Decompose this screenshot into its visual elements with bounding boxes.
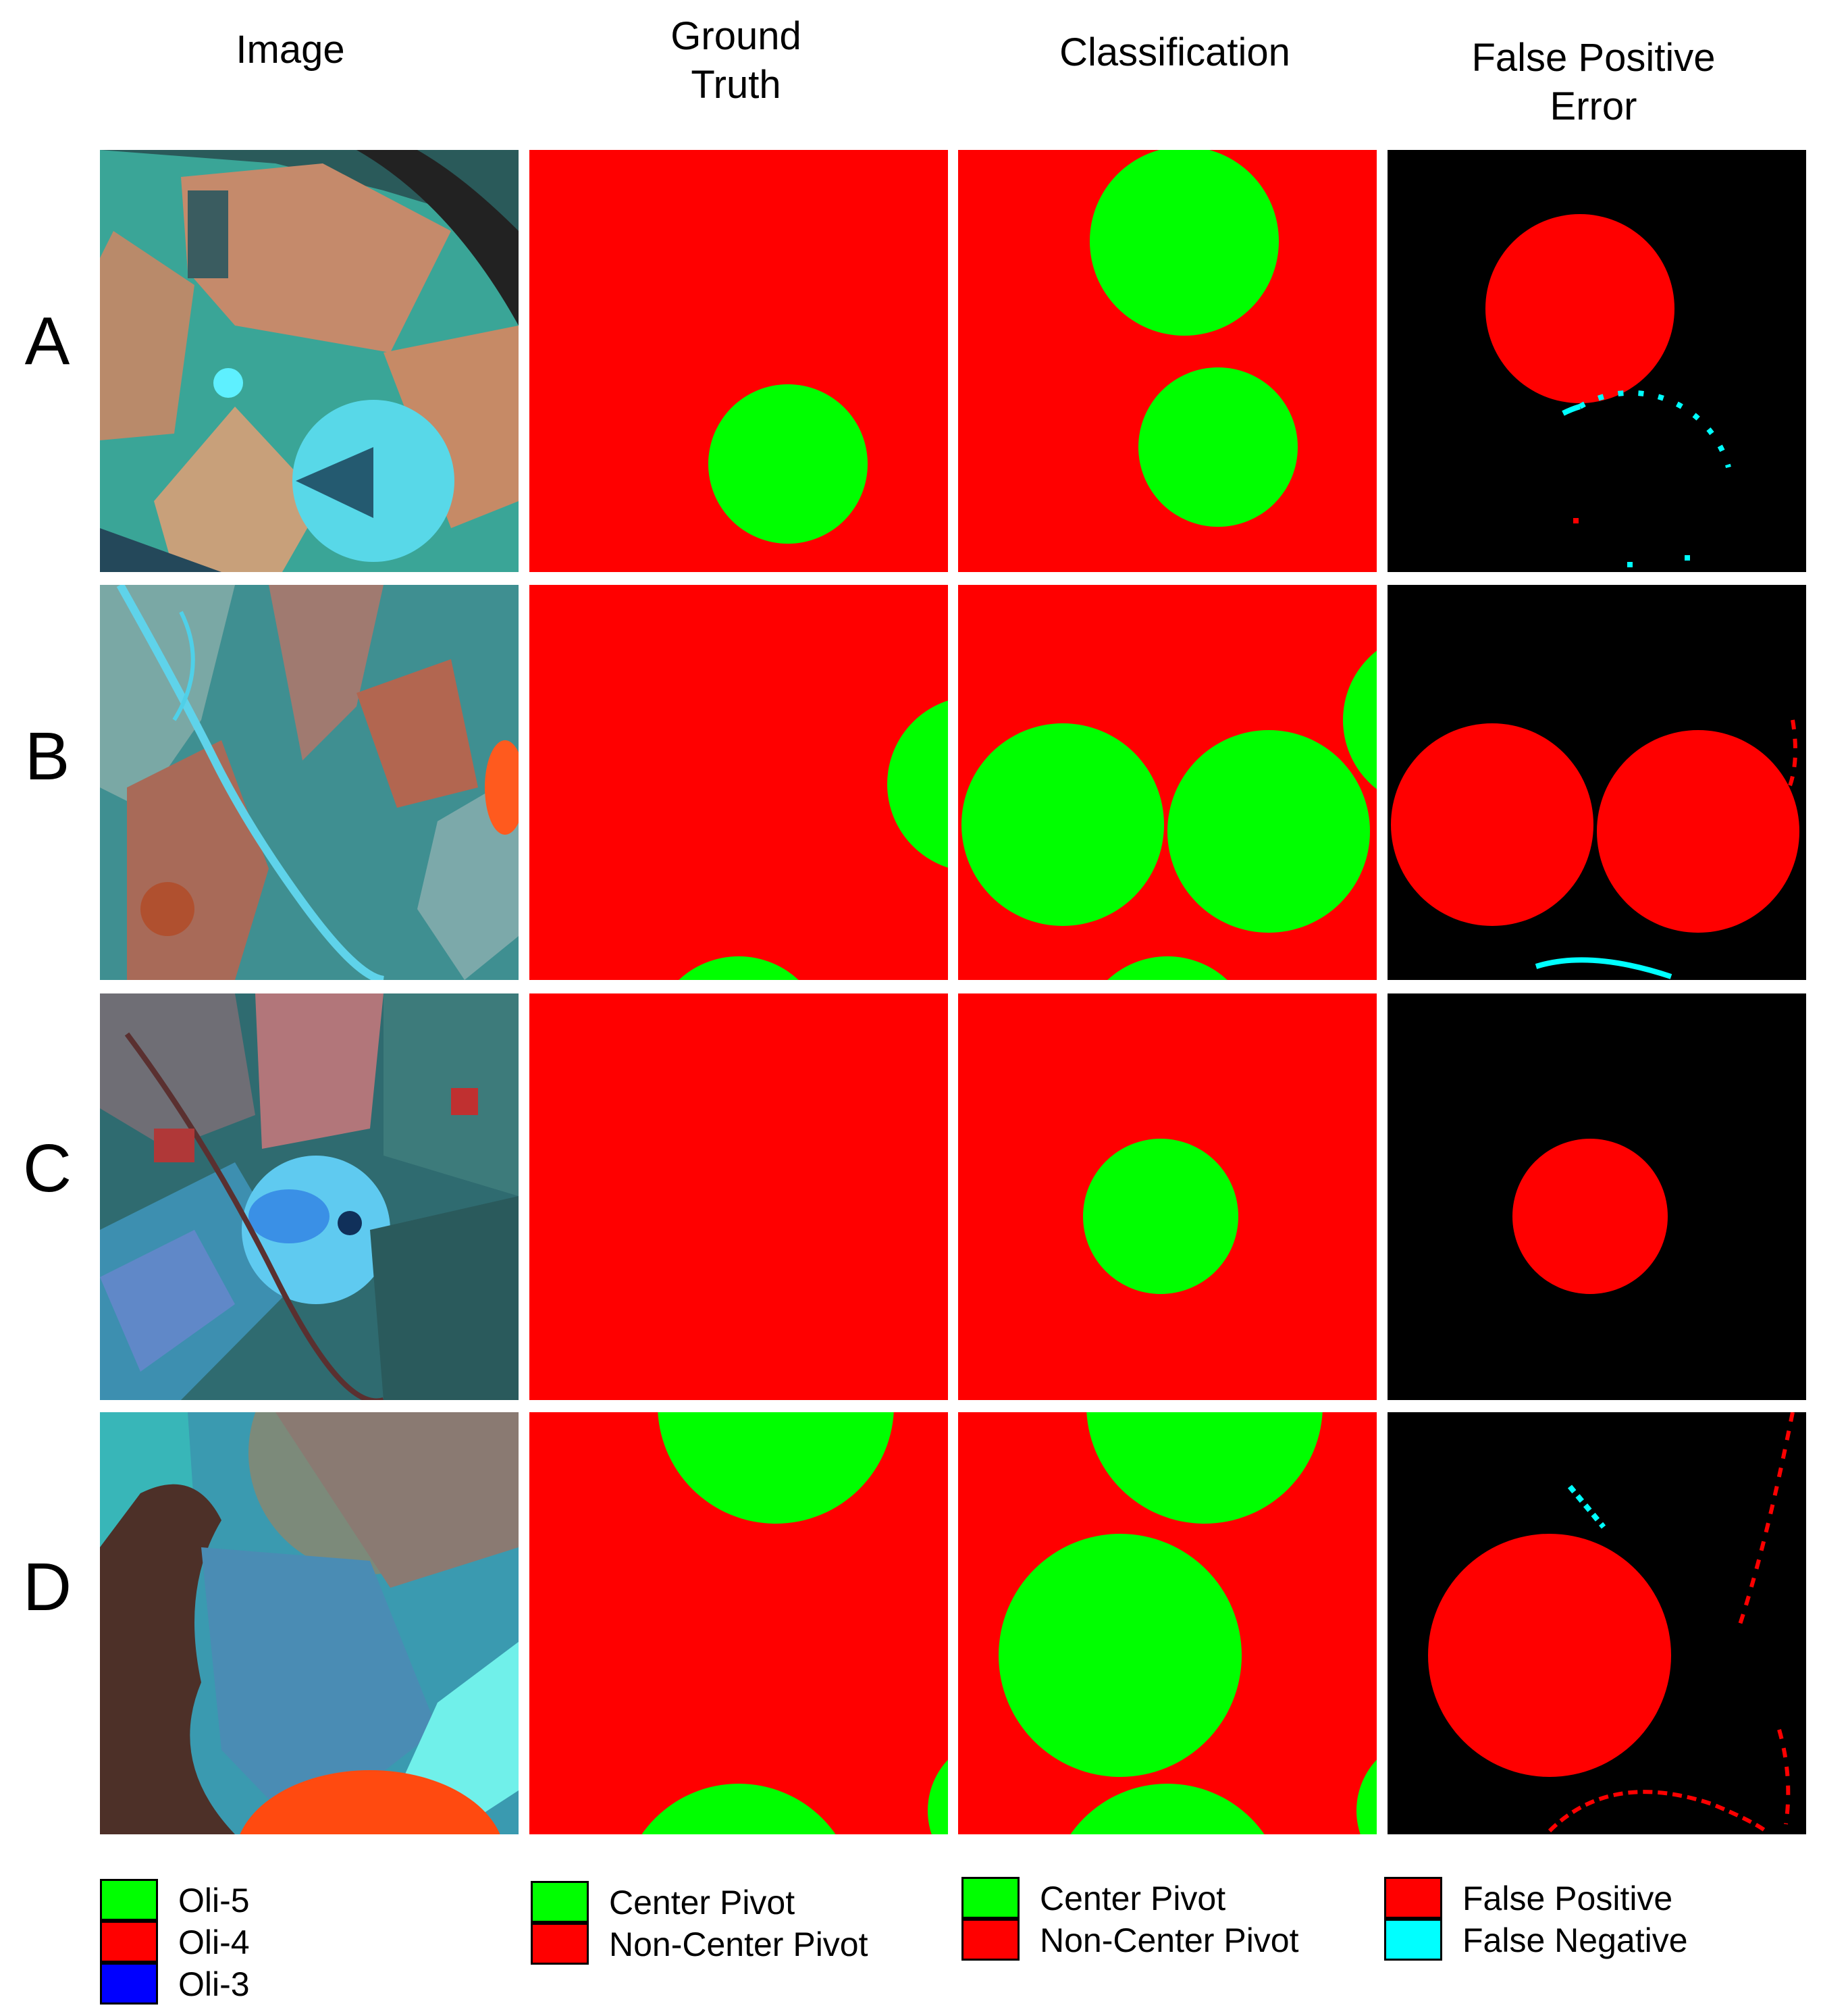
classification-a xyxy=(958,150,1377,572)
satellite-image-c xyxy=(100,993,519,1400)
oli-4-swatch xyxy=(100,1921,158,1963)
false-positive-error-c xyxy=(1388,993,1806,1400)
satellite-image-b xyxy=(100,585,519,980)
legend-label: Oli-3 xyxy=(178,1965,250,2003)
legend-label: Center Pivot xyxy=(609,1884,795,1921)
non-center-pivot-swatch xyxy=(531,1923,589,1965)
column-header-classification: Classification xyxy=(1059,30,1290,74)
legend-label: Non-Center Pivot xyxy=(609,1925,868,1963)
legend-label: Oli-4 xyxy=(178,1923,250,1961)
column-header-ground-truth: Ground Truth xyxy=(670,14,801,107)
false-positive-error-d xyxy=(1388,1412,1806,1834)
row-label-a: A xyxy=(24,303,70,379)
legend-label: Non-Center Pivot xyxy=(1040,1921,1299,1959)
row-label-d: D xyxy=(22,1549,72,1625)
column-header-image: Image xyxy=(236,28,345,72)
satellite-image-a xyxy=(100,150,519,572)
legend-label: Center Pivot xyxy=(1040,1880,1226,1917)
ground-truth-c xyxy=(529,993,948,1400)
oli-3-swatch xyxy=(100,1963,158,2005)
classification-c xyxy=(958,993,1377,1400)
legend-label: False Negative xyxy=(1462,1921,1688,1959)
ground-truth-d xyxy=(529,1412,948,1834)
row-label-b: B xyxy=(24,719,70,794)
center-pivot-swatch xyxy=(531,1881,589,1923)
satellite-image-d xyxy=(100,1412,519,1834)
non-center-pivot-swatch xyxy=(961,1919,1020,1961)
oli-5-swatch xyxy=(100,1879,158,1921)
center-pivot-swatch xyxy=(961,1877,1020,1919)
row-label-c: C xyxy=(22,1131,72,1206)
column-header-false-positive-error: False Positive Error xyxy=(1471,36,1716,128)
legend-label: Oli-5 xyxy=(178,1882,250,1919)
ground-truth-b xyxy=(529,585,948,980)
false-positive-error-b xyxy=(1388,585,1806,980)
false-positive-swatch xyxy=(1384,1877,1442,1919)
classification-d xyxy=(958,1412,1377,1834)
ground-truth-a xyxy=(529,150,948,572)
false-negative-swatch xyxy=(1384,1919,1442,1961)
legend-label: False Positive xyxy=(1462,1880,1673,1917)
false-positive-error-a xyxy=(1388,150,1806,572)
classification-b xyxy=(958,585,1377,980)
